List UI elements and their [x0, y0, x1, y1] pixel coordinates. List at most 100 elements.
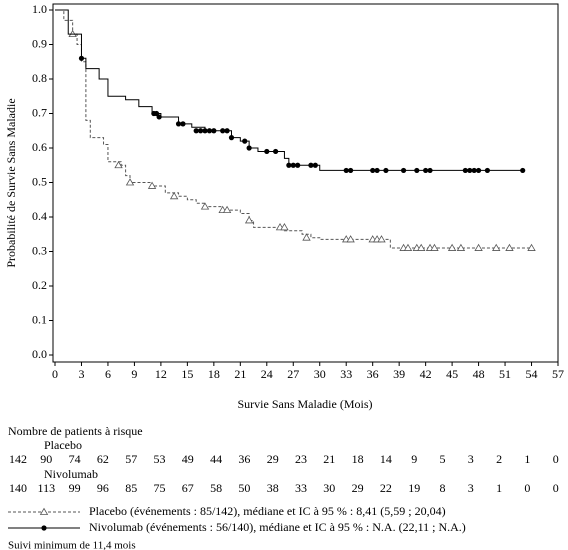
censor-mark [527, 243, 536, 251]
at-risk-count: 58 [210, 481, 222, 495]
censor-mark [417, 243, 426, 251]
at-risk-count: 23 [295, 452, 307, 466]
at-risk-count: 30 [323, 481, 335, 495]
at-risk-count: 1 [496, 481, 502, 495]
censor-mark [206, 128, 213, 134]
x-tick-label: 3 [78, 367, 84, 381]
at-risk-count: 49 [182, 452, 194, 466]
legend-marker [39, 507, 49, 515]
censor-mark [520, 167, 526, 174]
y-tick-label: 0.6 [32, 140, 47, 154]
censor-mark [400, 167, 407, 174]
censor-mark [312, 162, 318, 168]
legend-marker [41, 525, 47, 531]
censor-mark [374, 167, 380, 174]
at-risk-count: 57 [125, 452, 137, 466]
censor-mark [308, 162, 314, 168]
censor-mark [211, 128, 217, 134]
x-tick-label: 51 [499, 367, 511, 381]
at-risk-count: 53 [154, 452, 166, 466]
censor-mark [377, 235, 386, 243]
x-tick-label: 12 [155, 367, 167, 381]
censor-mark [484, 167, 491, 174]
at-risk-count: 3 [468, 452, 474, 466]
censor-mark [264, 148, 270, 155]
at-risk-count: 29 [352, 481, 364, 495]
x-tick-label: 18 [208, 367, 220, 381]
censor-mark [427, 167, 433, 174]
censor-mark [492, 243, 501, 251]
y-tick-label: 0.4 [32, 209, 47, 223]
x-tick-label: 6 [105, 367, 111, 381]
censor-mark [193, 128, 199, 134]
y-axis-title: Probabilité de Survie Sans Maladie [4, 98, 18, 267]
y-tick-label: 0.9 [32, 36, 47, 50]
censor-mark [383, 167, 389, 174]
censor-mark [302, 233, 311, 241]
censor-mark [456, 243, 466, 251]
censor-mark [147, 181, 157, 189]
at-risk-count: 29 [267, 452, 279, 466]
at-risk-count: 18 [352, 452, 364, 466]
censor-mark [462, 167, 468, 174]
x-tick-label: 21 [234, 367, 246, 381]
legend-label: Placebo (événements : 85/142), médiane e… [89, 504, 446, 518]
y-tick-label: 0.8 [32, 71, 47, 85]
y-tick-label: 0.7 [32, 105, 47, 119]
x-axis-title: Survie Sans Maladie (Mois) [238, 397, 373, 411]
at-risk-count: 1 [524, 452, 530, 466]
censor-mark [430, 243, 439, 251]
legend-label: Nivolumab (événements : 56/140), médiane… [89, 520, 466, 534]
censor-mark [175, 121, 182, 127]
at-risk-count: 2 [496, 452, 502, 466]
at-risk-count: 36 [238, 452, 250, 466]
censor-mark [414, 167, 420, 174]
censor-mark [505, 243, 514, 251]
at-risk-group: Placebo [44, 438, 82, 452]
y-tick-label: 1.0 [32, 2, 47, 16]
footnote: Suivi minimum de 11,4 mois [8, 540, 136, 550]
censor-mark [202, 128, 208, 134]
x-tick-label: 39 [393, 367, 405, 381]
x-tick-label: 33 [340, 367, 352, 381]
at-risk-count: 44 [210, 452, 222, 466]
censor-mark [125, 178, 135, 186]
censor-mark [273, 148, 279, 155]
x-tick-label: 27 [287, 367, 299, 381]
at-risk-count: 0 [553, 481, 559, 495]
at-risk-count: 85 [125, 481, 137, 495]
censor-mark [348, 167, 354, 174]
censor-mark [447, 243, 457, 251]
y-tick-label: 0.5 [32, 174, 47, 188]
y-tick-label: 0.0 [32, 347, 47, 361]
censor-mark [220, 128, 226, 134]
censor-mark [169, 192, 179, 200]
censor-mark [222, 205, 232, 213]
at-risk-count: 5 [440, 452, 446, 466]
x-tick-label: 24 [261, 367, 273, 381]
x-tick-label: 57 [552, 367, 564, 381]
censor-mark [286, 162, 292, 168]
at-risk-count: 0 [524, 481, 530, 495]
censor-mark [224, 128, 230, 134]
at-risk-title: Nombre de patients à risque [8, 424, 143, 438]
at-risk-count: 99 [69, 481, 81, 495]
censor-mark [242, 138, 248, 144]
censor-mark [295, 162, 301, 168]
y-tick-label: 0.2 [32, 278, 47, 292]
censor-mark [244, 216, 254, 224]
censor-mark [280, 223, 289, 231]
at-risk-count: 90 [40, 452, 52, 466]
at-risk-count: 38 [267, 481, 279, 495]
at-risk-count: 62 [97, 452, 109, 466]
censor-mark [423, 167, 429, 174]
censor-mark [198, 128, 204, 134]
x-tick-label: 42 [420, 367, 432, 381]
at-risk-count: 9 [411, 452, 417, 466]
at-risk-count: 74 [69, 452, 81, 466]
censor-mark [403, 243, 413, 251]
censor-mark [78, 55, 85, 61]
at-risk-count: 8 [440, 481, 446, 495]
x-tick-label: 0 [52, 367, 58, 381]
